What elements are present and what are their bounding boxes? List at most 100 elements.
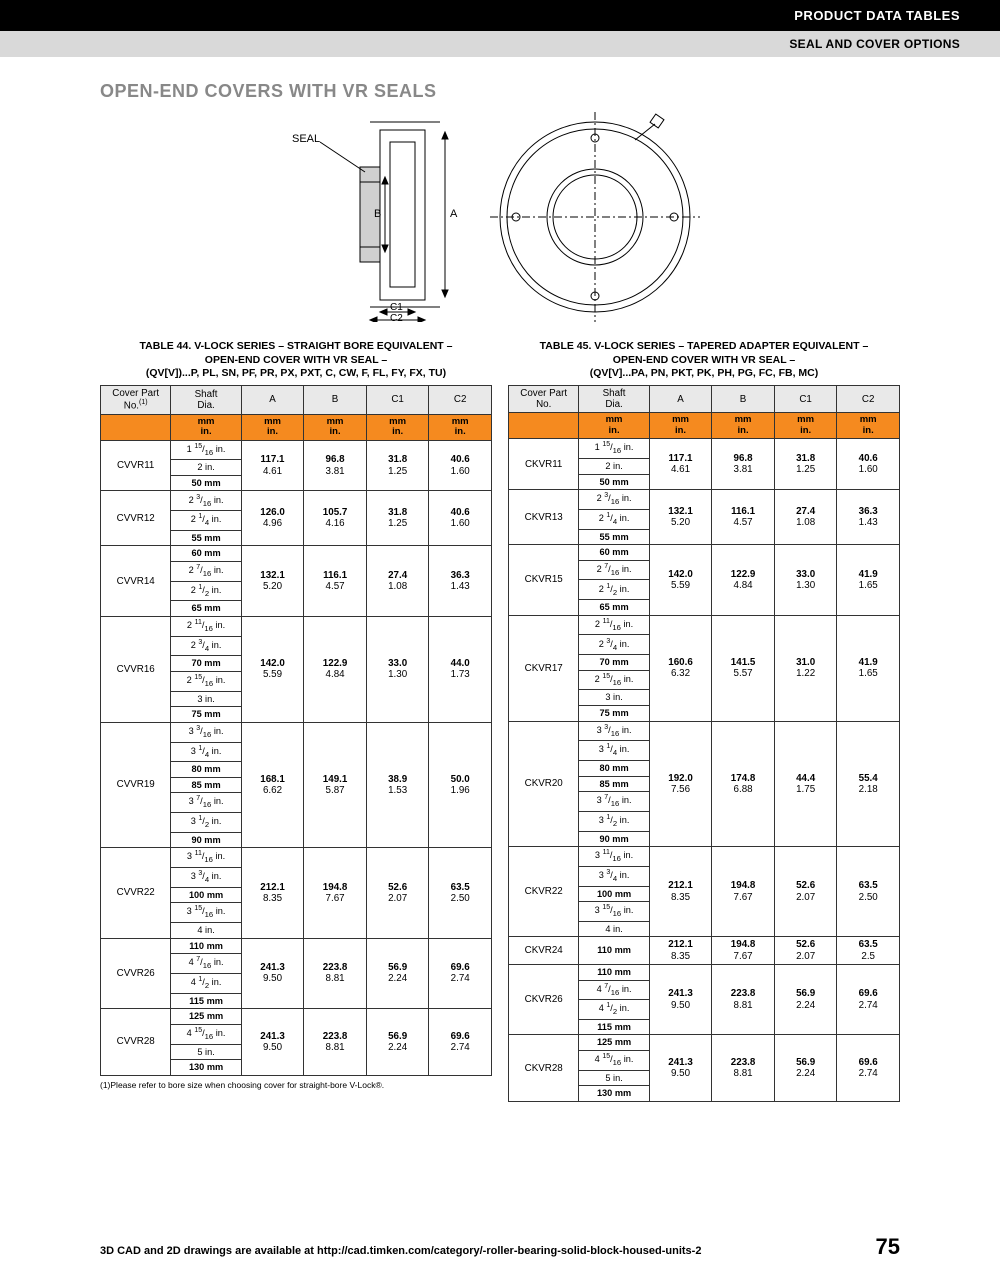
table-row-shaft: 55 mm bbox=[171, 530, 241, 546]
table-row-part: CKVR28 bbox=[509, 1035, 579, 1101]
diagram-a-label: A bbox=[450, 208, 458, 220]
table-row-shaft: 75 mm bbox=[171, 707, 241, 723]
table-row-shaft: 90 mm bbox=[171, 832, 241, 848]
technical-diagrams: SEAL B A C1 C2 bbox=[100, 112, 900, 322]
col-b: B bbox=[712, 385, 775, 413]
table-row-shaft: 4 1/2 in. bbox=[171, 973, 241, 993]
header-gray-bar: SEAL AND COVER OPTIONS bbox=[0, 31, 1000, 57]
table-row-shaft: 2 3/16 in. bbox=[579, 490, 649, 510]
table-row-shaft: 2 1/4 in. bbox=[579, 509, 649, 529]
diagram-c2-label: C2 bbox=[390, 313, 403, 322]
col-part: Cover PartNo. bbox=[509, 385, 579, 413]
table-row-shaft: 80 mm bbox=[171, 762, 241, 778]
table-row-part: CVVR16 bbox=[101, 617, 171, 723]
table-row-shaft: 2 11/16 in. bbox=[171, 617, 241, 637]
table-row-shaft: 115 mm bbox=[579, 1019, 649, 1035]
table-row-shaft: 130 mm bbox=[171, 1060, 241, 1076]
table-row-part: CVVR11 bbox=[101, 440, 171, 491]
table-row-shaft: 3 7/16 in. bbox=[171, 793, 241, 813]
col-c2: C2 bbox=[837, 385, 900, 413]
col-a: A bbox=[241, 385, 304, 414]
col-c1: C1 bbox=[774, 385, 837, 413]
page-number: 75 bbox=[876, 1234, 900, 1260]
col-a: A bbox=[649, 385, 712, 413]
table-row-shaft: 75 mm bbox=[579, 706, 649, 722]
table-row-shaft: 85 mm bbox=[579, 776, 649, 792]
table-row-shaft: 3 1/2 in. bbox=[171, 813, 241, 833]
table-row-part: CKVR13 bbox=[509, 490, 579, 545]
table-row-shaft: 3 1/2 in. bbox=[579, 811, 649, 831]
table-row-shaft: 3 in. bbox=[579, 690, 649, 706]
table-row-shaft: 85 mm bbox=[171, 777, 241, 793]
table-row-shaft: 115 mm bbox=[171, 993, 241, 1009]
table-row-shaft: 2 1/2 in. bbox=[579, 580, 649, 600]
table-row-shaft: 70 mm bbox=[579, 655, 649, 671]
table-row-shaft: 2 1/4 in. bbox=[171, 511, 241, 531]
table-row-shaft: 65 mm bbox=[579, 600, 649, 616]
table-row-shaft: 2 7/16 in. bbox=[171, 562, 241, 582]
table-45: TABLE 45. V-LOCK SERIES – TAPERED ADAPTE… bbox=[508, 340, 900, 1102]
table-row-part: CKVR20 bbox=[509, 721, 579, 847]
table-row-shaft: 110 mm bbox=[579, 964, 649, 980]
table-row-shaft: 1 15/16 in. bbox=[579, 439, 649, 459]
table-45-caption: TABLE 45. V-LOCK SERIES – TAPERED ADAPTE… bbox=[508, 340, 900, 381]
col-shaft: ShaftDia. bbox=[579, 385, 649, 413]
table-row-shaft: 2 15/16 in. bbox=[171, 671, 241, 691]
table-row-shaft: 90 mm bbox=[579, 831, 649, 847]
table-row-shaft: 3 1/4 in. bbox=[579, 741, 649, 761]
table-row-shaft: 4 in. bbox=[171, 923, 241, 939]
table-row-shaft: 3 7/16 in. bbox=[579, 792, 649, 812]
table-row-shaft: 65 mm bbox=[171, 601, 241, 617]
table-row-shaft: 3 15/16 in. bbox=[579, 902, 649, 922]
table-row-shaft: 50 mm bbox=[171, 475, 241, 491]
table-row-part: CKVR17 bbox=[509, 615, 579, 721]
table-row-shaft: 100 mm bbox=[579, 886, 649, 902]
col-part: Cover PartNo.(1) bbox=[101, 385, 171, 414]
table-row-shaft: 3 in. bbox=[171, 691, 241, 707]
col-b: B bbox=[304, 385, 367, 414]
table-row-shaft: 3 11/16 in. bbox=[579, 847, 649, 867]
table-row-shaft: 3 3/4 in. bbox=[579, 866, 649, 886]
table-row-shaft: 4 in. bbox=[579, 921, 649, 937]
diagram-c1-label: C1 bbox=[390, 302, 403, 313]
table-44-footnote: (1)Please refer to bore size when choosi… bbox=[100, 1080, 492, 1090]
table-row-shaft: 1 15/16 in. bbox=[171, 440, 241, 460]
diagram-seal-label: SEAL bbox=[292, 133, 320, 145]
table-row-shaft: 4 15/16 in. bbox=[171, 1024, 241, 1044]
diagram-front-view bbox=[480, 112, 710, 322]
page-title: OPEN-END COVERS WITH VR SEALS bbox=[100, 81, 900, 102]
table-row-part: CVVR12 bbox=[101, 491, 171, 546]
table-row-shaft: 130 mm bbox=[579, 1086, 649, 1102]
table-row-shaft: 2 15/16 in. bbox=[579, 670, 649, 690]
table-row-shaft: 2 3/4 in. bbox=[171, 636, 241, 656]
table-row-shaft: 2 11/16 in. bbox=[579, 615, 649, 635]
table-row-shaft: 60 mm bbox=[171, 546, 241, 562]
table-row-shaft: 4 7/16 in. bbox=[171, 954, 241, 974]
table-row-shaft: 3 1/4 in. bbox=[171, 742, 241, 762]
diagram-b-label: B bbox=[374, 208, 381, 220]
table-row-part: CVVR14 bbox=[101, 546, 171, 617]
table-row-shaft: 80 mm bbox=[579, 760, 649, 776]
table-row-shaft: 4 15/16 in. bbox=[579, 1051, 649, 1071]
table-row-shaft: 3 11/16 in. bbox=[171, 848, 241, 868]
table-row-shaft: 3 15/16 in. bbox=[171, 903, 241, 923]
table-row-part: CVVR26 bbox=[101, 938, 171, 1009]
table-44-caption: TABLE 44. V-LOCK SERIES – STRAIGHT BORE … bbox=[100, 340, 492, 381]
table-row-part: CKVR24 bbox=[509, 937, 579, 965]
table-row-shaft: 5 in. bbox=[171, 1044, 241, 1060]
table-row-shaft: 70 mm bbox=[171, 656, 241, 672]
table-row-shaft: 2 1/2 in. bbox=[171, 581, 241, 601]
table-row-shaft: 3 3/4 in. bbox=[171, 868, 241, 888]
table-row-part: CKVR22 bbox=[509, 847, 579, 937]
table-row-shaft: 60 mm bbox=[579, 545, 649, 561]
table-row-shaft: 4 1/2 in. bbox=[579, 1000, 649, 1020]
table-row-part: CVVR22 bbox=[101, 848, 171, 938]
table-row-shaft: 4 7/16 in. bbox=[579, 980, 649, 1000]
diagram-side-view: SEAL B A C1 C2 bbox=[290, 112, 460, 322]
table-row-shaft: 3 3/16 in. bbox=[171, 722, 241, 742]
table-44: TABLE 44. V-LOCK SERIES – STRAIGHT BORE … bbox=[100, 340, 492, 1102]
table-row-part: CKVR11 bbox=[509, 439, 579, 490]
table-row-shaft: 110 mm bbox=[171, 938, 241, 954]
table-row-shaft: 2 3/4 in. bbox=[579, 635, 649, 655]
table-row-shaft: 2 7/16 in. bbox=[579, 560, 649, 580]
